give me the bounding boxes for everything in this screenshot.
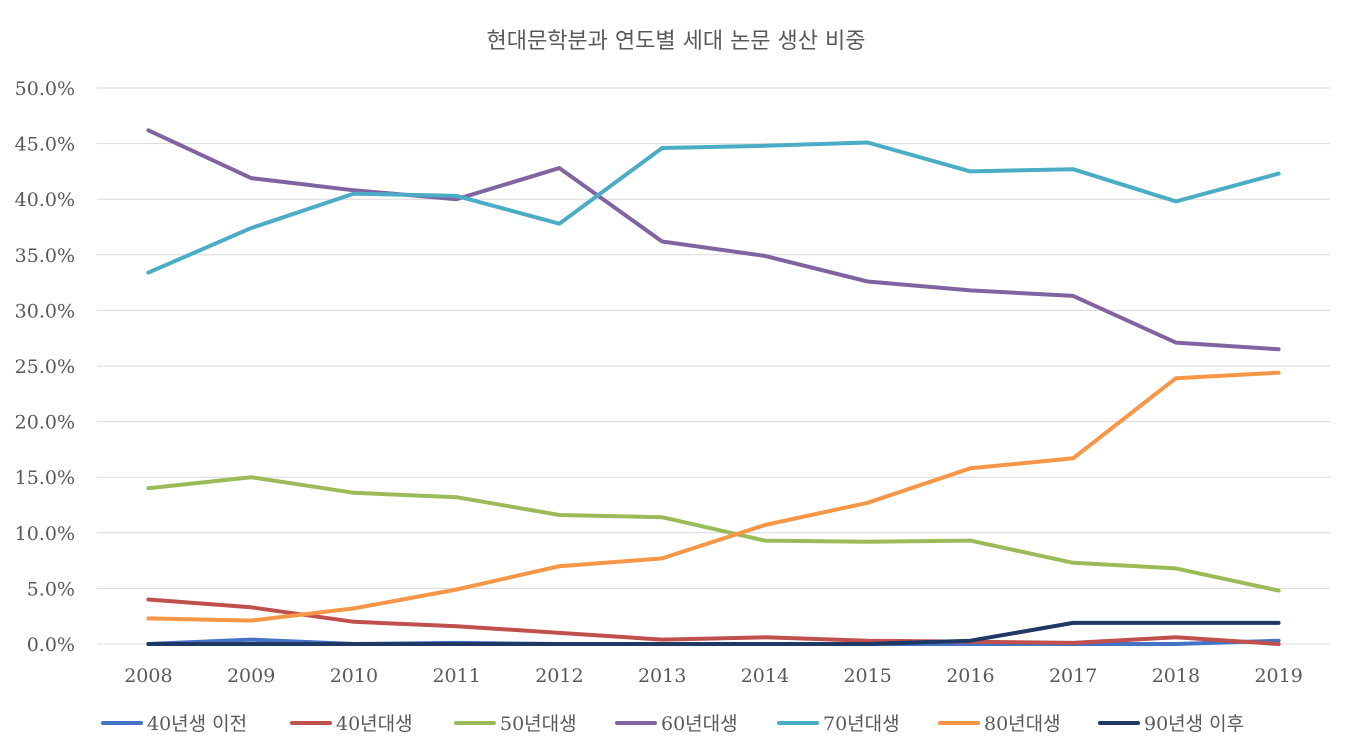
y-tick-label: 25.0%	[15, 356, 75, 378]
x-tick-label: 2014	[741, 665, 789, 687]
legend-label: 40년생 이전	[147, 713, 247, 735]
chart-title: 현대문학분과 연도별 세대 논문 생산 비중	[486, 29, 865, 54]
y-tick-label: 15.0%	[15, 467, 75, 489]
x-tick-label: 2009	[227, 665, 275, 687]
legend-label: 90년생 이후	[1144, 713, 1244, 735]
x-tick-label: 2015	[843, 665, 891, 687]
legend-label: 70년대생	[823, 713, 900, 735]
x-tick-label: 2008	[124, 665, 172, 687]
x-tick-label: 2016	[946, 665, 994, 687]
x-tick-label: 2017	[1049, 665, 1097, 687]
series-line-3	[148, 477, 1278, 590]
x-tick-label: 2013	[638, 665, 686, 687]
y-tick-label: 10.0%	[15, 523, 75, 545]
y-tick-label: 5.0%	[27, 578, 75, 600]
legend: 40년생 이전 40년대생 50년대생 60년대생 70년대생 80년대생 90년생 이후	[103, 713, 1244, 735]
x-tick-label: 2018	[1152, 665, 1200, 687]
x-axis: 2008 2009 2010 2011 2012 2013 2014 2015 2016 2017…	[124, 665, 1303, 687]
x-tick-label: 2019	[1254, 665, 1302, 687]
y-tick-label: 35.0%	[15, 245, 75, 267]
series-lines	[148, 130, 1278, 644]
y-tick-label: 0.0%	[27, 634, 75, 656]
legend-label: 80년대생	[984, 713, 1061, 735]
x-tick-label: 2010	[330, 665, 378, 687]
series-line-4	[148, 130, 1278, 349]
legend-label: 60년대생	[661, 713, 738, 735]
y-tick-label: 20.0%	[15, 412, 75, 434]
y-tick-label: 30.0%	[15, 300, 75, 322]
series-line-6	[148, 373, 1278, 621]
legend-label: 50년대생	[500, 713, 577, 735]
y-axis: 0.0% 5.0% 10.0% 15.0% 20.0% 25.0% 30.0% 35.0% 40…	[15, 78, 75, 656]
series-line-5	[148, 143, 1278, 273]
y-tick-label: 45.0%	[15, 134, 75, 156]
legend-label: 40년대생	[336, 713, 413, 735]
gridlines	[97, 88, 1330, 644]
y-tick-label: 50.0%	[15, 78, 75, 100]
x-tick-label: 2012	[535, 665, 583, 687]
y-tick-label: 40.0%	[15, 189, 75, 211]
x-tick-label: 2011	[432, 665, 480, 687]
